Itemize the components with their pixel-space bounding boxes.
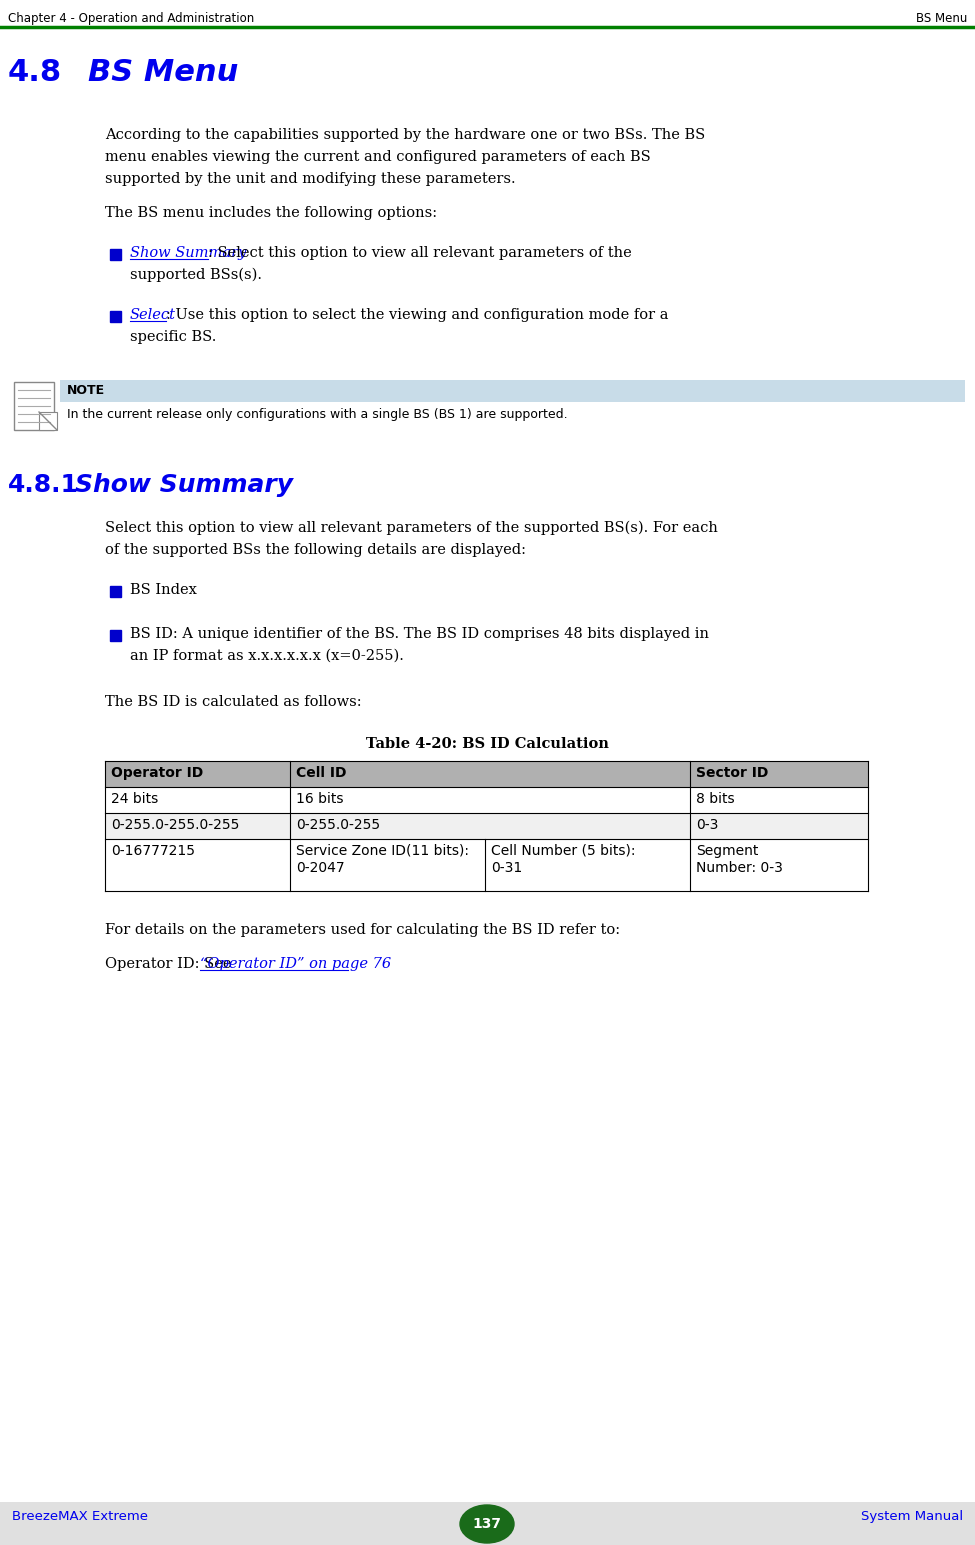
Text: 137: 137: [473, 1517, 501, 1531]
Bar: [105, 786, 868, 813]
Text: Chapter 4 - Operation and Administration: Chapter 4 - Operation and Administration: [8, 12, 254, 25]
Ellipse shape: [460, 1505, 514, 1543]
Text: Sector ID: Sector ID: [696, 766, 768, 780]
Text: System Manual: System Manual: [861, 1509, 963, 1523]
Text: 0-2047: 0-2047: [296, 861, 344, 874]
Text: 0-3: 0-3: [696, 817, 719, 833]
Text: an IP format as x.x.x.x.x.x (x=0-255).: an IP format as x.x.x.x.x.x (x=0-255).: [130, 649, 404, 663]
Text: : Use this option to select the viewing and configuration mode for a: : Use this option to select the viewing …: [166, 307, 669, 321]
Bar: [60, 380, 965, 402]
FancyBboxPatch shape: [110, 311, 121, 321]
Text: Segment: Segment: [696, 844, 759, 857]
Text: 4.8: 4.8: [8, 59, 62, 87]
Text: menu enables viewing the current and configured parameters of each BS: menu enables viewing the current and con…: [105, 150, 650, 164]
Text: Show Summary: Show Summary: [130, 246, 247, 260]
Text: BreezeMAX Extreme: BreezeMAX Extreme: [12, 1509, 148, 1523]
Text: 0-31: 0-31: [491, 861, 523, 874]
Text: supported BSs(s).: supported BSs(s).: [130, 267, 262, 283]
Text: supported by the unit and modifying these parameters.: supported by the unit and modifying thes…: [105, 171, 516, 185]
Text: Cell ID: Cell ID: [296, 766, 346, 780]
Bar: [105, 839, 868, 891]
Text: 24 bits: 24 bits: [111, 793, 158, 806]
Text: “Operator ID” on page 76: “Operator ID” on page 76: [200, 956, 391, 970]
Text: Cell Number (5 bits):: Cell Number (5 bits):: [491, 844, 636, 857]
Bar: [105, 813, 868, 839]
Text: BS Index: BS Index: [130, 582, 197, 596]
Bar: [0, 1502, 975, 1545]
Text: 4.8.1: 4.8.1: [8, 473, 79, 497]
Text: 0-255.0-255.0-255: 0-255.0-255.0-255: [111, 817, 240, 833]
Bar: [39, 413, 57, 430]
Text: : Select this option to view all relevant parameters of the: : Select this option to view all relevan…: [208, 246, 632, 260]
Text: BS ID: A unique identifier of the BS. The BS ID comprises 48 bits displayed in: BS ID: A unique identifier of the BS. Th…: [130, 627, 709, 641]
Text: 8 bits: 8 bits: [696, 793, 734, 806]
Text: Select this option to view all relevant parameters of the supported BS(s). For e: Select this option to view all relevant …: [105, 521, 718, 536]
Text: Show Summary: Show Summary: [75, 473, 293, 497]
Text: NOTE: NOTE: [67, 385, 105, 397]
Text: The BS menu includes the following options:: The BS menu includes the following optio…: [105, 205, 437, 219]
Text: Table 4-20: BS ID Calculation: Table 4-20: BS ID Calculation: [366, 737, 608, 751]
Text: BS Menu: BS Menu: [88, 59, 238, 87]
Text: According to the capabilities supported by the hardware one or two BSs. The BS: According to the capabilities supported …: [105, 128, 705, 142]
Text: Service Zone ID(11 bits):: Service Zone ID(11 bits):: [296, 844, 469, 857]
Text: BS Menu: BS Menu: [916, 12, 967, 25]
Text: specific BS.: specific BS.: [130, 331, 216, 345]
Text: For details on the parameters used for calculating the BS ID refer to:: For details on the parameters used for c…: [105, 922, 620, 936]
Text: 0-16777215: 0-16777215: [111, 844, 195, 857]
Bar: [14, 382, 54, 430]
FancyBboxPatch shape: [110, 630, 121, 641]
Text: Operator ID: See: Operator ID: See: [105, 956, 236, 970]
Text: The BS ID is calculated as follows:: The BS ID is calculated as follows:: [105, 695, 362, 709]
Text: Select: Select: [130, 307, 176, 321]
Text: of the supported BSs the following details are displayed:: of the supported BSs the following detai…: [105, 542, 526, 558]
Bar: [105, 762, 868, 786]
Text: 0-255.0-255: 0-255.0-255: [296, 817, 380, 833]
FancyBboxPatch shape: [110, 249, 121, 260]
Text: Operator ID: Operator ID: [111, 766, 203, 780]
FancyBboxPatch shape: [110, 586, 121, 596]
Text: In the current release only configurations with a single BS (BS 1) are supported: In the current release only configuratio…: [67, 408, 567, 420]
Text: 16 bits: 16 bits: [296, 793, 343, 806]
Text: Number: 0-3: Number: 0-3: [696, 861, 783, 874]
